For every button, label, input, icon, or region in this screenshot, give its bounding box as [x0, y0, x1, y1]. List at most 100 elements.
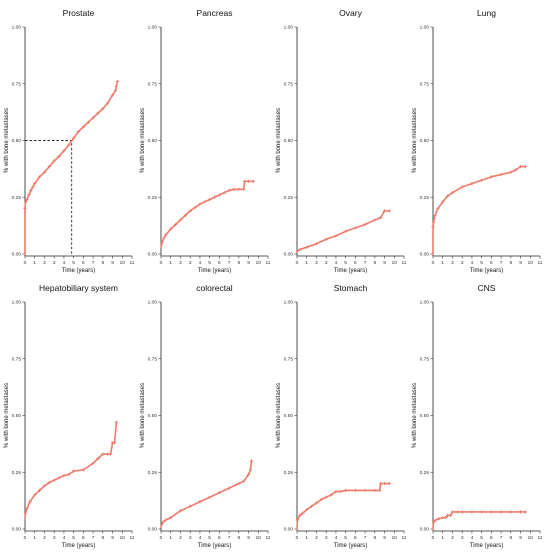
x-tick-label: 3 — [461, 260, 464, 266]
censor-mark — [23, 207, 27, 211]
x-tick-label: 3 — [325, 535, 328, 541]
y-tick-label: 0.75 — [148, 81, 158, 87]
censor-mark — [47, 165, 51, 169]
incidence-curve — [160, 460, 253, 528]
x-tick-label: 5 — [480, 260, 483, 266]
censor-mark — [227, 188, 231, 193]
x-tick-label: 9 — [383, 260, 386, 266]
censor-mark — [237, 482, 241, 486]
censor-mark — [101, 452, 105, 456]
censor-mark — [29, 188, 33, 193]
censor-mark — [460, 510, 464, 514]
censor-mark — [353, 226, 357, 230]
x-tick-label: 1 — [305, 260, 308, 266]
x-tick-label: 10 — [528, 260, 534, 266]
x-tick-label: 4 — [63, 260, 66, 266]
x-axis-title: Time (years) — [62, 543, 95, 549]
censor-mark — [436, 207, 440, 211]
censor-mark — [314, 242, 319, 246]
x-tick-label: 1 — [169, 535, 172, 541]
x-tick-label: 2 — [43, 535, 46, 541]
panel-cns: CNS 0.00 0.25 0.50 0.75 1.00 0 1 2 3 4 5 6 7 8 9 10 11 Tim… — [412, 283, 543, 549]
censor-mark — [106, 452, 110, 456]
incidence-curve — [160, 180, 255, 248]
censor-mark — [164, 518, 168, 522]
x-tick-label: 10 — [528, 535, 534, 541]
incidence-curve — [24, 80, 119, 255]
censor-mark — [23, 200, 28, 204]
censor-mark — [523, 165, 528, 169]
x-tick-label: 5 — [480, 535, 483, 541]
x-tick-label: 9 — [111, 535, 114, 541]
panel-stomach: Stomach 0.00 0.25 0.50 0.75 1.00 0 1 2 3 4 5 6 7 8 9 10 1… — [276, 283, 407, 549]
censor-mark — [91, 116, 95, 120]
censor-mark — [489, 510, 493, 514]
incidence-curve — [296, 210, 391, 253]
censor-mark — [198, 500, 202, 504]
censor-marks — [161, 459, 254, 524]
censor-mark — [450, 191, 455, 195]
y-axis-title: % with bone metastases — [412, 383, 418, 448]
censor-mark — [91, 461, 95, 465]
censor-mark — [109, 452, 113, 456]
x-tick-label: 1 — [441, 260, 444, 266]
censor-mark — [319, 497, 323, 502]
censor-mark — [162, 236, 166, 240]
censor-mark — [445, 194, 450, 198]
x-tick-label: 7 — [228, 260, 231, 266]
censor-mark — [523, 510, 528, 514]
x-tick-label: 1 — [441, 535, 444, 541]
censor-mark — [450, 510, 455, 514]
censor-mark — [242, 187, 246, 191]
incidence-curve — [432, 511, 527, 530]
censor-mark — [72, 469, 76, 473]
y-tick-label: 0.25 — [148, 470, 158, 476]
censor-marks — [160, 179, 256, 245]
censor-mark — [62, 149, 66, 153]
y-tick-label: 0.00 — [420, 527, 430, 533]
censor-mark — [444, 516, 448, 520]
censor-mark — [470, 182, 474, 186]
censor-mark — [237, 187, 241, 191]
y-tick-label: 0.00 — [148, 252, 158, 258]
censor-mark — [431, 225, 435, 229]
censor-mark — [437, 517, 441, 521]
censor-mark — [445, 513, 450, 517]
censor-mark — [363, 488, 367, 493]
x-tick-label: 0 — [296, 260, 299, 266]
x-tick-label: 7 — [364, 260, 367, 266]
censor-mark — [183, 213, 187, 218]
censor-mark — [246, 472, 251, 477]
x-tick-label: 8 — [237, 260, 240, 266]
x-tick-label: 5 — [208, 535, 211, 541]
y-tick-label: 0.25 — [12, 195, 22, 201]
censor-mark — [115, 79, 120, 84]
y-tick-label: 0.75 — [12, 81, 22, 87]
y-axis-title: % with bone metastases — [140, 383, 146, 448]
censor-marks — [23, 79, 120, 211]
censor-mark — [441, 200, 445, 204]
x-tick-label: 11 — [130, 260, 135, 266]
panel-title: Prostate — [63, 8, 95, 18]
x-tick-label: 6 — [218, 535, 221, 541]
censor-mark — [217, 491, 221, 495]
censor-mark — [448, 513, 453, 517]
y-axis-title: % with bone metastases — [4, 108, 10, 173]
censor-marks — [431, 165, 528, 229]
censor-mark — [431, 220, 436, 224]
x-tick-label: 5 — [72, 535, 75, 541]
x-tick-label: 3 — [189, 260, 192, 266]
y-axis-title: % with bone metastases — [4, 383, 10, 448]
x-tick-label: 0 — [432, 535, 435, 541]
censor-mark — [33, 182, 37, 186]
x-tick-label: 6 — [354, 535, 357, 541]
censor-mark — [72, 136, 76, 140]
censor-mark — [37, 175, 42, 179]
censor-mark — [344, 488, 348, 493]
censor-mark — [314, 501, 319, 505]
censor-mark — [173, 222, 178, 227]
x-tick-label: 8 — [101, 535, 104, 541]
x-axis-title: Time (years) — [334, 543, 367, 549]
y-axis-title: % with bone metastases — [140, 108, 146, 173]
